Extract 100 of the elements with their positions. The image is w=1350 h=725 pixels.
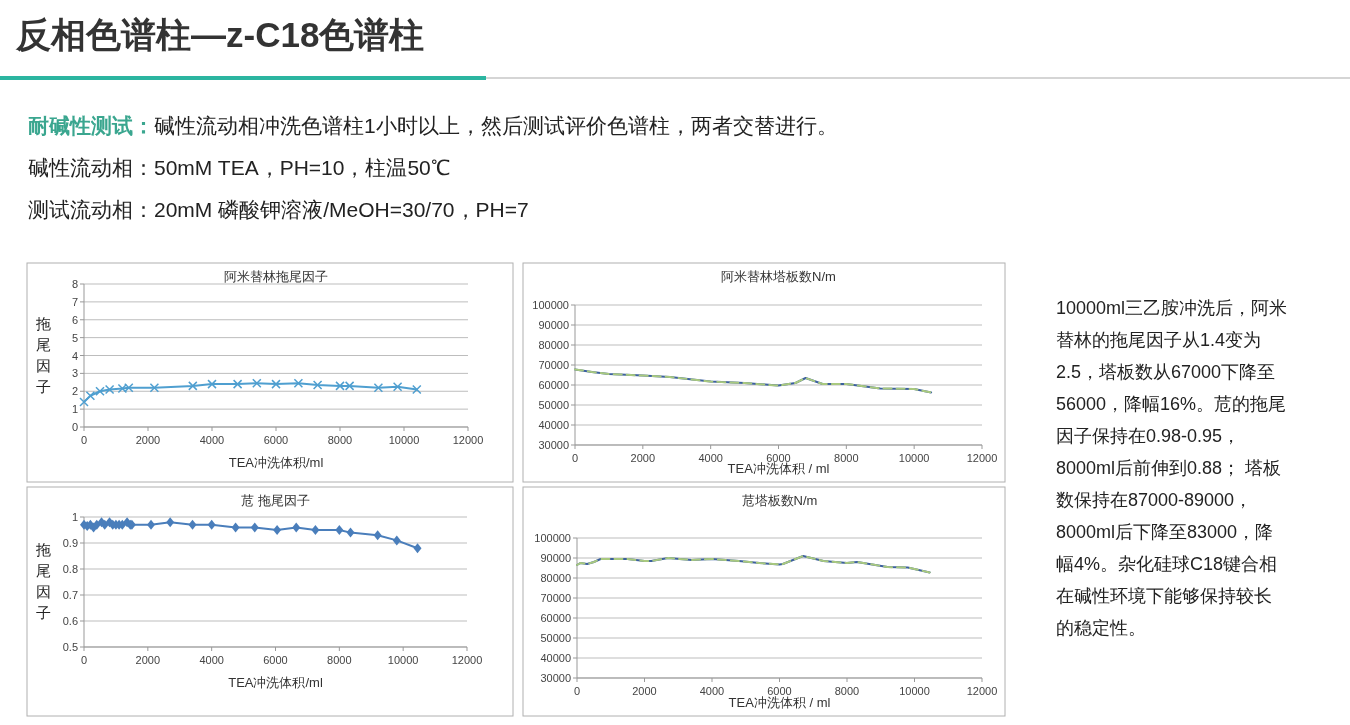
y-tick-label: 2 bbox=[71, 385, 78, 398]
x-tick-label: 0 bbox=[80, 434, 88, 446]
y-tick-label: 8 bbox=[71, 278, 78, 290]
x-tick-label: 6000 bbox=[263, 654, 288, 666]
y-tick-label: 60000 bbox=[538, 379, 569, 391]
point bbox=[344, 381, 355, 391]
x-tick-label: 2000 bbox=[630, 452, 656, 464]
x-tick-label: 0 bbox=[80, 654, 88, 666]
x-tick-label: 12000 bbox=[966, 685, 998, 697]
x-axis-title: TEA冲洗体积/ml bbox=[228, 455, 324, 470]
text: 反相色谱柱—z-C18色谱柱 bbox=[16, 14, 425, 56]
y-tick-label: 70000 bbox=[540, 592, 571, 604]
x-tick-label: 12000 bbox=[452, 434, 484, 446]
point bbox=[373, 530, 382, 541]
x-tick-label: 10000 bbox=[387, 654, 419, 666]
point bbox=[392, 535, 401, 546]
x-tick-label: 8000 bbox=[834, 685, 860, 697]
x-tick-label: 0 bbox=[571, 452, 579, 464]
y-tick-label: 90000 bbox=[538, 319, 569, 331]
point bbox=[166, 517, 175, 528]
point bbox=[149, 382, 160, 393]
y-tick-label: 30000 bbox=[540, 672, 571, 684]
y-tick-label: 5 bbox=[71, 331, 78, 344]
x-tick-label: 10000 bbox=[898, 452, 930, 464]
y-tick-label: 0.5 bbox=[62, 641, 78, 653]
point bbox=[311, 525, 320, 535]
y-tick-label: 70000 bbox=[538, 359, 569, 371]
y-axis-title: 拖尾因子 bbox=[34, 314, 51, 395]
y-axis-title: 拖尾因子 bbox=[34, 541, 51, 621]
y-tick-label: 50000 bbox=[540, 632, 571, 644]
chart-title: 苊 拖尾因子 bbox=[241, 493, 310, 508]
y-tick-label: 100000 bbox=[534, 532, 571, 544]
point bbox=[232, 379, 243, 389]
chart-title: 苊塔板数N/m bbox=[741, 493, 818, 508]
y-tick-label: 7 bbox=[71, 295, 78, 308]
x-tick-label: 2000 bbox=[632, 685, 657, 697]
point bbox=[117, 383, 128, 394]
point bbox=[412, 384, 422, 395]
y-tick-label: 0.6 bbox=[62, 615, 78, 627]
y-tick-label: 0.9 bbox=[62, 537, 78, 549]
y-tick-label: 80000 bbox=[538, 339, 569, 351]
point bbox=[271, 379, 281, 389]
y-tick-label: 1 bbox=[71, 403, 78, 416]
point bbox=[207, 379, 217, 389]
point bbox=[312, 380, 323, 390]
point bbox=[293, 378, 304, 388]
point bbox=[252, 378, 262, 388]
text: 耐碱性测试：碱性流动相冲洗色谱柱1小时以上，然后测试评价色谱柱，两者交替进行。 bbox=[28, 113, 838, 139]
point bbox=[413, 543, 422, 554]
x-tick-label: 12000 bbox=[451, 654, 483, 666]
y-tick-label: 40000 bbox=[538, 419, 569, 431]
y-tick-label: 100000 bbox=[532, 299, 569, 311]
y-tick-label: 3 bbox=[71, 367, 78, 380]
y-tick-label: 60000 bbox=[540, 612, 571, 624]
x-tick-label: 8000 bbox=[327, 434, 353, 446]
point bbox=[335, 525, 344, 535]
text: 碱性流动相：50mM TEA，PH=10，柱温50℃ bbox=[28, 155, 450, 181]
chart-title: 阿米替林拖尾因子 bbox=[224, 269, 328, 284]
x-tick-label: 4000 bbox=[199, 434, 225, 446]
x-tick-label: 4000 bbox=[699, 685, 725, 697]
x-tick-label: 12000 bbox=[966, 452, 998, 464]
y-tick-label: 50000 bbox=[538, 399, 569, 411]
line-series bbox=[576, 555, 931, 574]
point bbox=[346, 527, 355, 538]
x-tick-label: 8000 bbox=[327, 654, 352, 666]
point bbox=[273, 525, 282, 535]
x-tick-label: 2000 bbox=[135, 434, 161, 446]
y-tick-label: 0.8 bbox=[62, 563, 78, 575]
x-tick-label: 0 bbox=[573, 685, 581, 697]
text: 测试流动相：20mM 磷酸钾溶液/MeOH=30/70，PH=7 bbox=[28, 197, 529, 223]
x-axis-title: TEA冲洗体积 / ml bbox=[728, 695, 831, 710]
y-tick-label: 1 bbox=[71, 511, 78, 523]
point bbox=[292, 522, 301, 533]
x-tick-label: 6000 bbox=[767, 685, 792, 697]
point bbox=[104, 384, 115, 395]
y-tick-label: 30000 bbox=[538, 439, 569, 451]
y-tick-label: 6 bbox=[71, 313, 78, 326]
x-axis-title: TEA冲洗体积 / ml bbox=[727, 461, 830, 476]
x-tick-label: 10000 bbox=[899, 685, 930, 697]
y-tick-label: 0.7 bbox=[62, 589, 78, 601]
point bbox=[79, 397, 89, 407]
y-tick-label: 4 bbox=[71, 349, 78, 362]
y-tick-label: 0 bbox=[71, 421, 78, 433]
text: 10000ml三乙胺冲洗后，阿米替林的拖尾因子从1.4变为2.5，塔板数从67000下降至56000，降幅16%。苊的拖尾因子保持在0.98-0.95，8000ml后前伸到0.88； 塔板数保持在87000-89000，8000ml后下降至83000，降幅4%。杂化硅球C18键合相在碱性环境下能够保持较长的稳定性。 bbox=[1056, 298, 1288, 638]
point bbox=[250, 522, 259, 533]
y-tick-label: 90000 bbox=[540, 552, 571, 564]
x-tick-label: 6000 bbox=[263, 434, 289, 446]
point bbox=[188, 519, 197, 530]
point bbox=[392, 382, 403, 392]
point bbox=[373, 382, 384, 393]
point bbox=[147, 519, 156, 530]
point bbox=[95, 386, 105, 396]
point bbox=[335, 381, 345, 391]
y-tick-label: 80000 bbox=[540, 572, 571, 584]
point bbox=[124, 382, 134, 393]
x-tick-label: 4000 bbox=[698, 452, 723, 464]
x-tick-label: 4000 bbox=[199, 654, 224, 666]
y-tick-label: 40000 bbox=[540, 652, 571, 664]
point bbox=[231, 522, 240, 533]
x-tick-label: 2000 bbox=[135, 654, 161, 666]
